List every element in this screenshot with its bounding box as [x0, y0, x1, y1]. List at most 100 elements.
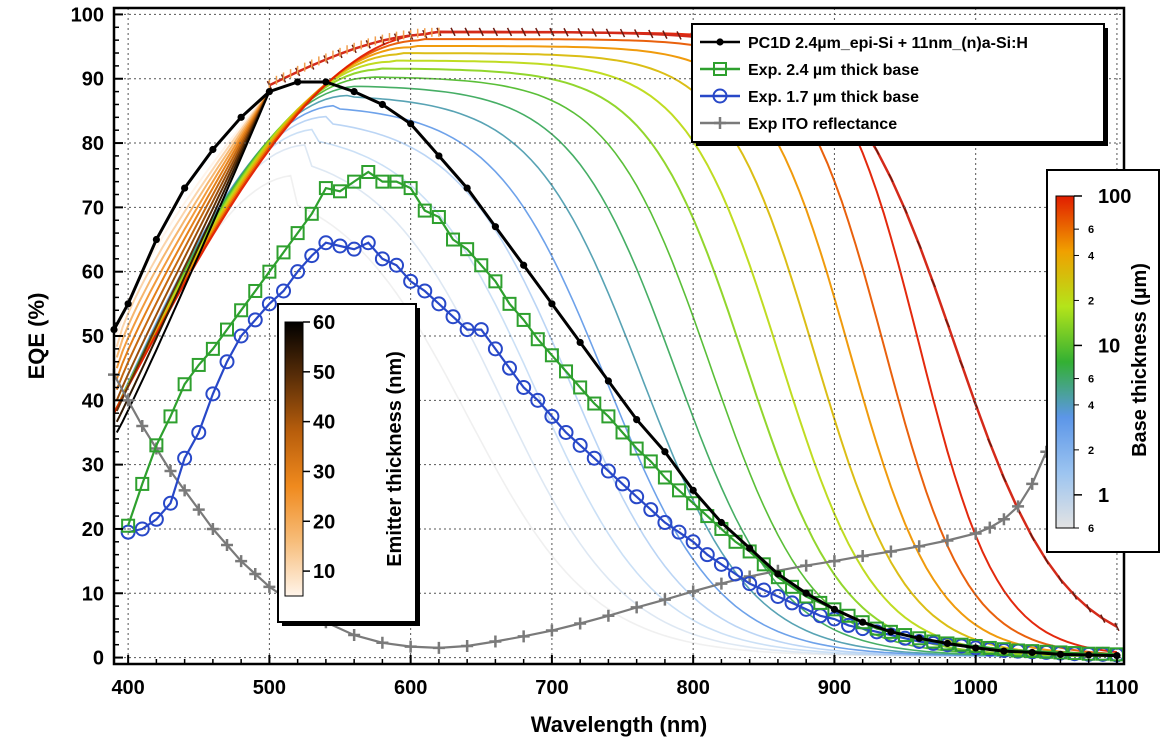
envelope-marker [1071, 591, 1078, 600]
data-point [333, 184, 348, 199]
envelope-marker [577, 28, 583, 37]
envelope-marker [591, 28, 597, 37]
emitter-curve [115, 91, 271, 358]
data-point [177, 377, 192, 392]
data-point [205, 341, 220, 356]
simulation-curve [113, 38, 1117, 655]
legend-entry-label: Exp. 1.7 µm thick base [748, 89, 919, 106]
x-tick-label: 500 [253, 677, 286, 699]
data-point [122, 394, 135, 407]
data-point [361, 165, 376, 179]
data-point [746, 544, 754, 552]
data-point [572, 437, 588, 453]
data-point [545, 624, 558, 637]
series-circle [120, 235, 1125, 663]
data-point [672, 483, 687, 498]
data-point [249, 567, 262, 580]
emitter-curve [115, 91, 271, 433]
data-point [178, 484, 191, 497]
data-point [446, 232, 461, 247]
data-point [600, 463, 616, 479]
envelope-marker [633, 29, 640, 38]
data-point [163, 495, 179, 511]
data-point [191, 424, 207, 440]
data-point [800, 559, 813, 572]
data-point [983, 521, 996, 534]
emitter-tick-label: 20 [313, 511, 335, 533]
series-dot [110, 78, 1121, 660]
x-tick-label: 800 [676, 677, 709, 699]
data-point [121, 518, 136, 533]
x-tick-label: 900 [818, 677, 851, 699]
y-tick-label: 20 [82, 519, 104, 541]
emitter-thickness-colorbar: 60 50 40 30 20 10 Emitter thickness (nm) [277, 303, 420, 626]
data-point [489, 635, 502, 648]
legend-entry-label: Exp. 2.4 µm thick base [748, 62, 919, 79]
x-tick-label: 1100 [1095, 677, 1138, 699]
emitter-colorbar-shadow-bottom [282, 622, 420, 626]
data-point [164, 465, 177, 478]
envelope-marker [520, 27, 527, 37]
data-point [461, 639, 474, 652]
data-point [586, 450, 602, 466]
data-point [830, 605, 839, 613]
data-point [318, 181, 333, 196]
data-point [671, 524, 687, 540]
data-point [163, 409, 178, 424]
base-thickness-colorbar: 100 10 1 6 4 2 6 4 2 6 Base thickness (µm) [1046, 169, 1160, 553]
data-point [134, 521, 150, 537]
legend-shadow-bottom [696, 142, 1108, 146]
data-point [714, 117, 726, 129]
envelope-marker [944, 318, 951, 328]
data-point [431, 210, 446, 225]
data-point [629, 441, 644, 456]
data-point [657, 470, 672, 485]
data-point [576, 338, 584, 347]
data-point [304, 248, 320, 264]
data-point [602, 609, 615, 622]
envelope-marker [563, 27, 569, 37]
data-point [629, 489, 645, 505]
data-point [234, 303, 249, 318]
data-point [404, 640, 417, 653]
y-tick-label: 10 [82, 583, 104, 605]
y-tick-label: 40 [82, 390, 104, 412]
data-point [520, 261, 528, 269]
base-colorbar-ticks: 100 10 1 6 4 2 6 4 2 6 [1074, 186, 1131, 535]
envelope-marker [1086, 603, 1092, 613]
data-point [997, 513, 1010, 526]
data-point [1085, 651, 1093, 659]
data-point [756, 582, 772, 598]
data-point [403, 273, 419, 289]
data-point [431, 296, 447, 312]
data-point [699, 547, 715, 563]
data-point [389, 174, 404, 189]
data-point [136, 420, 149, 433]
emitter-curve [115, 91, 271, 423]
data-point [716, 38, 724, 46]
data-point [473, 322, 489, 338]
base-colorbar-label: Base thickness (µm) [1129, 263, 1151, 457]
data-point [474, 258, 489, 273]
y-tick-label: 60 [82, 262, 104, 284]
envelope-marker [987, 438, 993, 448]
data-point [884, 545, 897, 558]
legend-entry-label: Exp ITO reflectance [748, 116, 897, 133]
data-point [827, 602, 842, 617]
data-point [544, 348, 559, 363]
data-point [290, 226, 305, 241]
data-point [432, 641, 445, 654]
data-point [191, 357, 206, 372]
base-minor-tick-label: 6 [1088, 374, 1094, 386]
y-axis-label: EQE (%) [24, 293, 49, 380]
y-tick-label: 70 [82, 197, 104, 219]
data-point [502, 360, 518, 376]
legend-entry-label: PC1D 2.4µm_epi-Si + 11nm_(n)a-Si:H [748, 35, 1028, 52]
data-point [1012, 500, 1025, 513]
envelope-marker [1057, 575, 1064, 584]
data-point [192, 503, 205, 516]
data-point [828, 555, 841, 568]
data-point [1053, 645, 1068, 660]
data-point [855, 615, 870, 630]
